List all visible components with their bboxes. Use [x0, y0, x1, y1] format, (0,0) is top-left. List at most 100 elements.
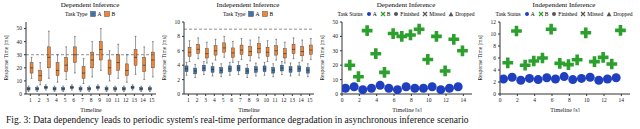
- svg-text:7: 7: [81, 97, 84, 103]
- svg-text:0: 0: [177, 91, 180, 97]
- html-text:B: B: [386, 10, 391, 17]
- svg-text:4: 4: [213, 97, 216, 103]
- svg-text:50: 50: [333, 19, 339, 25]
- html-text:Finished: Finished: [558, 10, 578, 17]
- svg-text:50: 50: [17, 25, 23, 31]
- svg-text:15: 15: [307, 97, 313, 103]
- svg-text:6: 6: [230, 97, 233, 103]
- svg-text:10: 10: [175, 19, 181, 25]
- svg-text:13: 13: [132, 97, 138, 103]
- svg-text:8: 8: [177, 33, 180, 39]
- svg-text:4: 4: [375, 97, 378, 103]
- svg-text:Response Time [ms]: Response Time [ms]: [8, 35, 9, 80]
- html-text:B: B: [269, 10, 274, 17]
- svg-text:10: 10: [264, 97, 270, 103]
- svg-text:40: 40: [333, 33, 339, 39]
- html-text:Independent Inference: Independent Inference: [216, 1, 280, 9]
- svg-text:Response Time [ms]: Response Time [ms]: [478, 35, 483, 80]
- html-text:Task Status: Task Status: [495, 10, 521, 17]
- svg-text:10: 10: [426, 97, 432, 103]
- svg-text:4: 4: [177, 62, 180, 68]
- svg-text:2: 2: [516, 97, 519, 103]
- svg-text:6: 6: [493, 55, 496, 61]
- svg-text:5: 5: [64, 97, 67, 103]
- svg-text:14: 14: [298, 97, 304, 103]
- svg-text:6: 6: [551, 97, 554, 103]
- svg-text:2: 2: [493, 79, 496, 85]
- html-text:A: A: [255, 10, 260, 17]
- svg-text:Response Time [ms]: Response Time [ms]: [162, 35, 167, 80]
- html-text:Fig. 3: Data dependency leads: Fig. 3: Data dependency leads to periodi…: [6, 115, 469, 125]
- html-text:Dependent Inference: Dependent Inference: [60, 1, 120, 9]
- html-text:Missed: Missed: [429, 10, 446, 17]
- svg-text:12: 12: [443, 97, 449, 103]
- svg-text:12: 12: [601, 97, 607, 103]
- svg-text:5: 5: [222, 97, 225, 103]
- html-text:B: B: [111, 10, 116, 17]
- svg-text:10: 10: [491, 31, 497, 37]
- svg-text:10: 10: [333, 77, 339, 83]
- svg-text:2: 2: [38, 97, 41, 103]
- svg-text:Response Time [ms]: Response Time [ms]: [320, 35, 325, 80]
- svg-text:10: 10: [17, 78, 23, 84]
- svg-text:6: 6: [72, 97, 75, 103]
- svg-text:11: 11: [272, 97, 278, 103]
- svg-text:8: 8: [410, 97, 413, 103]
- html-text:Dropped: Dropped: [613, 10, 633, 17]
- svg-text:6: 6: [177, 48, 180, 54]
- svg-text:30: 30: [333, 48, 339, 54]
- svg-text:20: 20: [17, 65, 23, 71]
- svg-text:14: 14: [619, 97, 625, 103]
- html-text:Dropped: Dropped: [455, 10, 475, 17]
- svg-text:10: 10: [106, 97, 112, 103]
- svg-text:Timeline [s]: Timeline [s]: [392, 107, 421, 112]
- svg-text:1: 1: [29, 97, 32, 103]
- svg-text:3: 3: [204, 97, 207, 103]
- svg-text:12: 12: [281, 97, 287, 103]
- svg-text:4: 4: [55, 97, 58, 103]
- svg-text:1: 1: [187, 97, 190, 103]
- svg-text:6: 6: [393, 97, 396, 103]
- html-text:Task Status: Task Status: [337, 10, 363, 17]
- svg-text:11: 11: [114, 97, 120, 103]
- svg-text:8: 8: [568, 97, 571, 103]
- html-text:Independent Inference: Independent Inference: [532, 1, 596, 9]
- svg-text:7: 7: [239, 97, 242, 103]
- svg-text:10: 10: [584, 97, 590, 103]
- html-text:Missed: Missed: [587, 10, 604, 17]
- svg-text:0: 0: [335, 91, 338, 97]
- svg-text:8: 8: [248, 97, 251, 103]
- svg-text:4: 4: [533, 97, 536, 103]
- html-text:Task Type: Task Type: [64, 10, 88, 17]
- svg-text:0: 0: [19, 91, 22, 97]
- svg-text:0: 0: [341, 97, 344, 103]
- html-text:A: A: [372, 10, 377, 17]
- html-text:Dependent Inference: Dependent Inference: [376, 1, 436, 9]
- svg-text:3: 3: [46, 97, 49, 103]
- svg-text:9: 9: [256, 97, 259, 103]
- svg-text:Timeline: Timeline: [238, 107, 260, 112]
- html-text:Finished: Finished: [400, 10, 420, 17]
- svg-text:0: 0: [493, 91, 496, 97]
- svg-text:8: 8: [90, 97, 93, 103]
- svg-text:12: 12: [123, 97, 129, 103]
- svg-text:2: 2: [196, 97, 199, 103]
- svg-text:15: 15: [149, 97, 155, 103]
- svg-text:Timeline [s]: Timeline [s]: [550, 107, 579, 112]
- svg-text:13: 13: [290, 97, 296, 103]
- svg-text:8: 8: [493, 43, 496, 49]
- svg-text:Timeline: Timeline: [80, 107, 102, 112]
- html-text:Task Type: Task Type: [222, 10, 246, 17]
- svg-text:40: 40: [17, 39, 23, 45]
- svg-text:9: 9: [98, 97, 101, 103]
- svg-text:14: 14: [461, 97, 467, 103]
- svg-text:30: 30: [17, 52, 23, 58]
- svg-text:2: 2: [358, 97, 361, 103]
- svg-text:0: 0: [499, 97, 502, 103]
- svg-text:12: 12: [491, 19, 497, 25]
- svg-text:4: 4: [493, 67, 496, 73]
- html-text:A: A: [97, 10, 102, 17]
- svg-text:2: 2: [177, 77, 180, 83]
- svg-text:20: 20: [333, 62, 339, 68]
- svg-text:14: 14: [140, 97, 146, 103]
